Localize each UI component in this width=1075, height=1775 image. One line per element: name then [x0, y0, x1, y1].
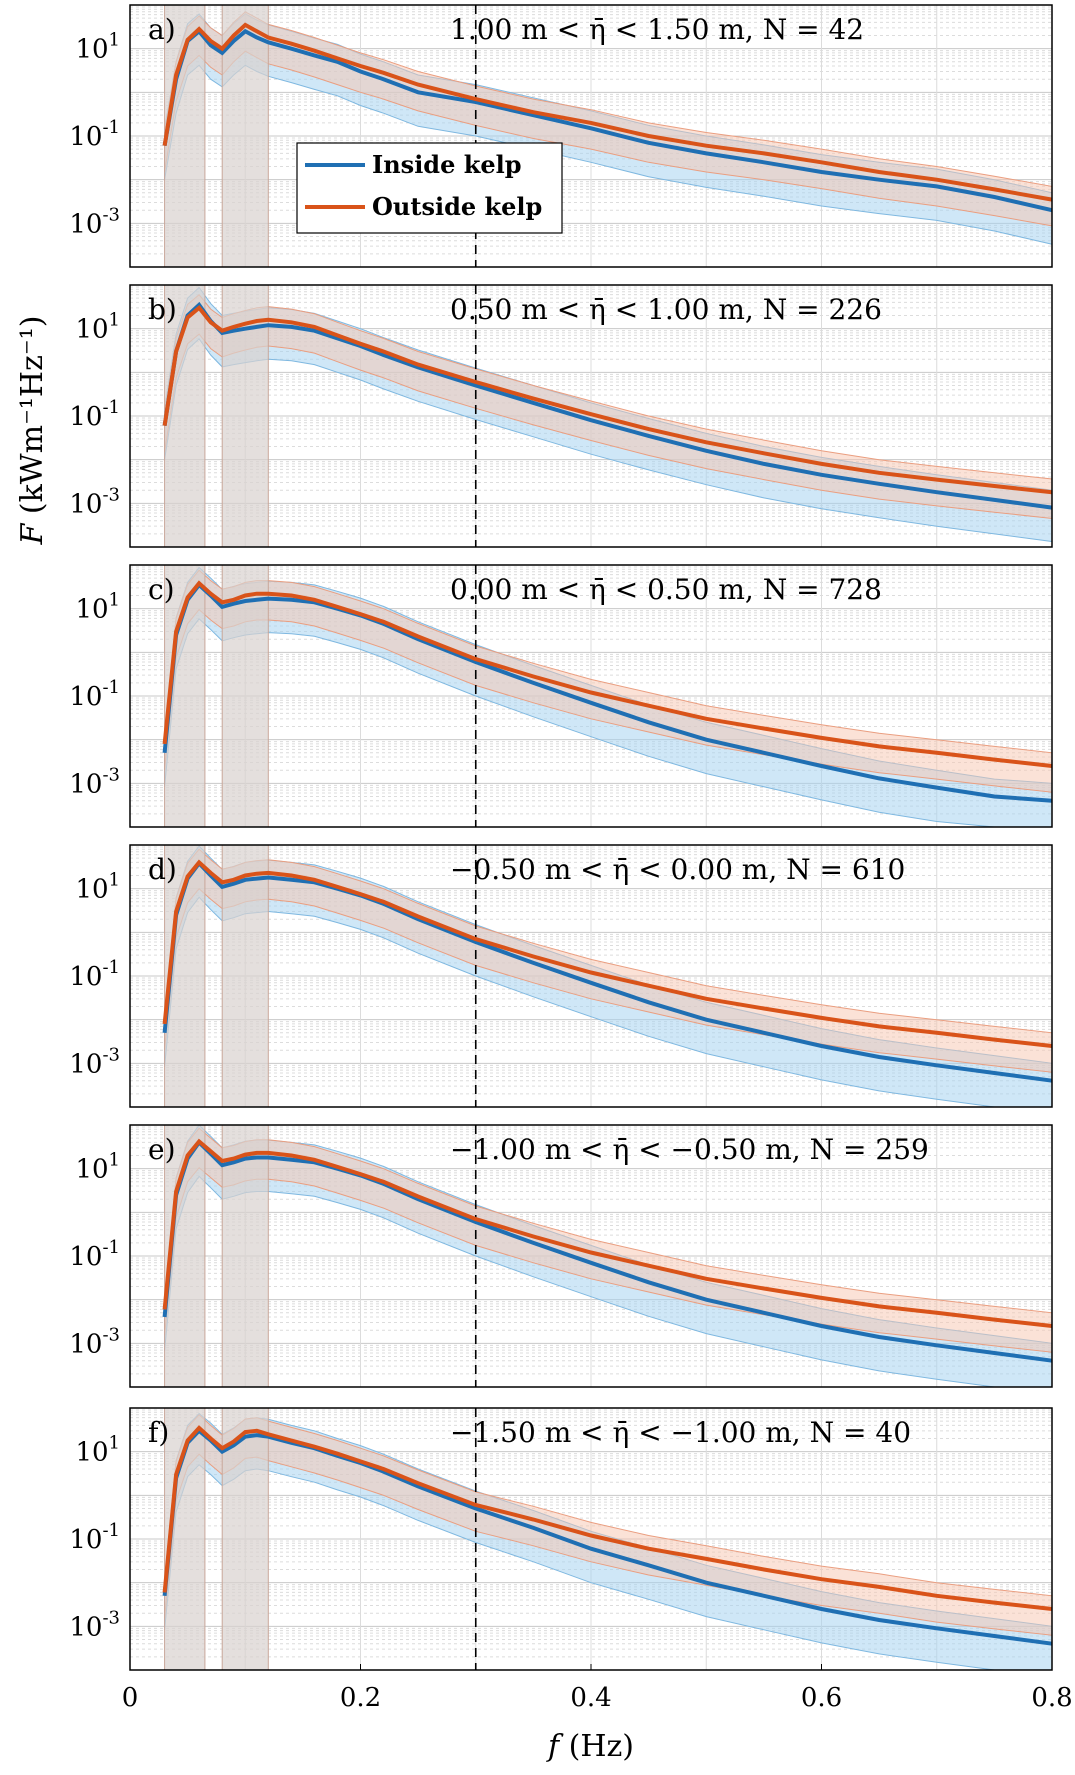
y-tick-label: 101 [75, 1150, 120, 1185]
outside-kelp-line [162, 304, 1053, 495]
panel-tag: d) [148, 853, 177, 886]
panel-tag: f) [148, 1416, 169, 1449]
plot-frame [129, 844, 1053, 1108]
panel-annotation: 0.50 m < η̄ < 1.00 m, N = 226 [450, 293, 882, 326]
outside-kelp-line [162, 580, 1053, 768]
y-axis-title: F (kWm⁻¹Hz⁻¹) [15, 316, 50, 546]
y-tick-label: 101 [75, 1433, 120, 1468]
outside-kelp-line [162, 1425, 1053, 1611]
y-tick-label: 10-3 [69, 484, 120, 519]
y-tick-label: 10-1 [69, 1520, 120, 1555]
panel-c: 101 10-1 10-3 c) 0.00 m < η̄ < 0.50 m, N = 7… [69, 564, 1053, 828]
y-axis-title-group: F (kWm⁻¹Hz⁻¹) [15, 316, 50, 546]
x-tick-label: 0.2 [340, 1683, 381, 1713]
x-tick-label: 0 [122, 1683, 139, 1713]
y-tick-label: 101 [75, 310, 120, 345]
y-tick-label: 10-3 [69, 764, 120, 799]
x-axis-title: f (Hz) [546, 1729, 634, 1764]
panel-annotation: −1.00 m < η̄ < −0.50 m, N = 259 [450, 1133, 929, 1166]
panel-tag: b) [148, 293, 177, 326]
y-tick-label: 10-3 [69, 1324, 120, 1359]
y-tick-label: 101 [75, 30, 120, 65]
legend-label: Inside kelp [372, 150, 522, 179]
y-tick-label: 10-1 [69, 1237, 120, 1272]
plot-frame [129, 284, 1053, 548]
panel-annotation: −1.50 m < η̄ < −1.00 m, N = 40 [450, 1416, 911, 1449]
y-tick-label: 10-1 [69, 397, 120, 432]
x-axis: 0 0.2 0.4 0.6 0.8 f (Hz) [122, 1664, 1073, 1764]
y-tick-label: 10-3 [69, 1044, 120, 1079]
x-tick-label: 0.6 [801, 1683, 842, 1713]
legend-box [296, 142, 563, 234]
y-tick-label: 10-1 [69, 957, 120, 992]
panel-annotation: −0.50 m < η̄ < 0.00 m, N = 610 [450, 853, 905, 886]
inside-kelp-line [162, 28, 1053, 213]
y-tick-label: 10-3 [69, 1607, 120, 1642]
panel-annotation: 0.00 m < η̄ < 0.50 m, N = 728 [450, 573, 882, 606]
x-tick-label: 0.4 [570, 1683, 611, 1713]
x-tick-label: 0.8 [1031, 1683, 1072, 1713]
panel-f: 101 10-1 10-3 f) −1.50 m < η̄ < −1.00 m, N =… [69, 1407, 1053, 1671]
low-frequency-region [221, 4, 269, 268]
panel-a: 101 10-1 10-3 a) 1.00 m < η̄ < 1.50 m, N = 4… [69, 4, 1053, 268]
outside-kelp-line [162, 22, 1053, 202]
panel-tag: c) [148, 573, 175, 606]
panel-e: 101 10-1 10-3 e) −1.00 m < η̄ < −0.50 m, N =… [69, 1124, 1053, 1388]
plot-frame [129, 564, 1053, 828]
y-tick-label: 101 [75, 870, 120, 905]
panel-annotation: 1.00 m < η̄ < 1.50 m, N = 42 [450, 13, 864, 46]
y-tick-label: 101 [75, 590, 120, 625]
panel-d: 101 10-1 10-3 d) −0.50 m < η̄ < 0.00 m, N = … [69, 844, 1053, 1108]
panel-tag: e) [148, 1133, 176, 1166]
panel-tag: a) [148, 13, 176, 46]
y-tick-label: 10-3 [69, 204, 120, 239]
panels-group: 101 10-1 10-3 a) 1.00 m < η̄ < 1.50 m, N = 4… [69, 4, 1053, 1671]
legend: Inside kelp Outside kelp [296, 142, 563, 234]
plot-frame [129, 4, 1053, 268]
outside-kelp-line [162, 859, 1053, 1048]
outside-kelp-line [162, 1138, 1053, 1328]
plot-frame [129, 1124, 1053, 1388]
low-frequency-region [221, 1407, 269, 1671]
y-tick-label: 10-1 [69, 117, 120, 152]
y-tick-label: 10-1 [69, 677, 120, 712]
panel-b: 101 10-1 10-3 b) 0.50 m < η̄ < 1.00 m, N = 2… [69, 284, 1053, 548]
low-frequency-region [221, 1124, 269, 1388]
legend-label: Outside kelp [372, 192, 542, 221]
